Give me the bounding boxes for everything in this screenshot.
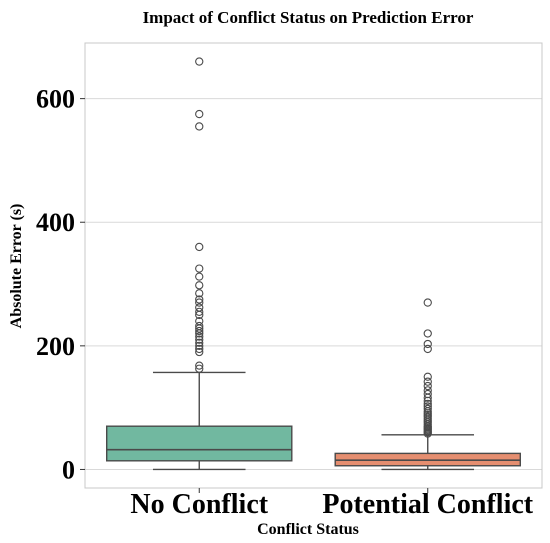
outlier-point: [423, 429, 432, 438]
outlier-point: [423, 381, 432, 391]
outlier-point: [423, 329, 432, 338]
chart-title: Impact of Conflict Status on Prediction …: [143, 8, 474, 27]
outlier-point: [195, 326, 204, 336]
outlier-point: [195, 329, 204, 338]
y-tick-label-400: 400: [36, 208, 75, 237]
y-tick-label-200: 200: [36, 332, 75, 361]
x-tick-label-potential-conflict: Potential Conflict: [322, 489, 533, 520]
outlier-point: [195, 295, 204, 304]
outlier-point: [423, 396, 432, 406]
iqr-box: [106, 425, 293, 462]
outlier-point: [195, 109, 204, 119]
outlier-point: [423, 377, 432, 386]
x-tick-label-no-conflict: No Conflict: [130, 489, 268, 520]
outlier-point: [195, 310, 204, 320]
outlier-point: [195, 281, 204, 290]
outlier-point: [195, 57, 204, 66]
outlier-point: [195, 324, 204, 333]
box-group-potential-conflict: [334, 298, 521, 471]
outlier-point: [195, 338, 204, 347]
outlier-point: [195, 361, 204, 370]
outlier-point: [195, 341, 204, 350]
grid-lines: [85, 98, 542, 470]
outlier-point: [195, 307, 204, 317]
outlier-point: [195, 122, 204, 131]
x-axis-ticks: No Conflict Potential Conflict: [130, 488, 534, 520]
outlier-point: [195, 347, 204, 357]
y-axis-title: Absolute Error (s): [8, 204, 25, 329]
outlier-point: [195, 335, 204, 344]
y-tick-label-600: 600: [36, 85, 75, 114]
outlier-point: [195, 242, 204, 252]
outlier-point: [195, 298, 204, 307]
outlier-point: [195, 332, 204, 341]
y-tick-label-0: 0: [62, 455, 75, 484]
outlier-point: [423, 344, 432, 354]
outlier-point: [195, 264, 204, 273]
outlier-point: [195, 344, 204, 354]
outlier-point: [423, 404, 432, 414]
plot-frame: [84, 42, 543, 489]
outlier-point: [423, 393, 432, 402]
outlier-point: [195, 289, 204, 298]
outlier-point: [423, 372, 432, 381]
outlier-point: [423, 339, 432, 349]
box-group-no-conflict: [106, 57, 293, 471]
x-axis-title: Conflict Status: [257, 521, 359, 538]
outlier-point: [423, 298, 432, 307]
outlier-point: [195, 364, 204, 373]
outlier-point: [195, 272, 204, 281]
y-axis-ticks: 0 200 400 600: [36, 85, 85, 484]
boxes: [106, 57, 521, 471]
